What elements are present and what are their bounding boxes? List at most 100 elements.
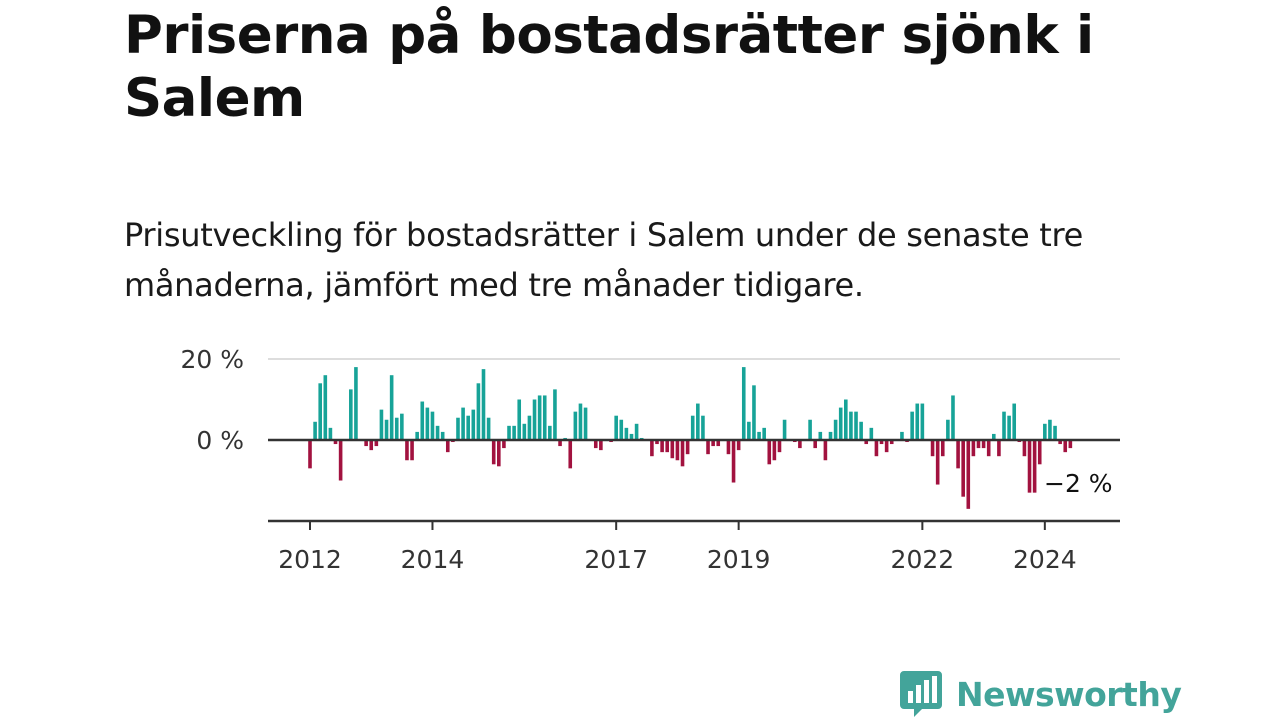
bar bbox=[328, 427, 333, 440]
bar bbox=[874, 440, 879, 457]
chart-title: Priserna på bostadsrätter sjönk i Salem bbox=[124, 5, 1094, 129]
bar bbox=[920, 403, 925, 440]
bar bbox=[318, 383, 323, 440]
bar bbox=[864, 440, 869, 445]
bar bbox=[833, 419, 838, 440]
bar bbox=[568, 440, 573, 469]
bar bbox=[930, 440, 935, 457]
newsworthy-logo-icon bbox=[900, 671, 942, 717]
bar bbox=[537, 395, 542, 440]
bar bbox=[1053, 425, 1057, 440]
bar bbox=[767, 440, 772, 465]
bar bbox=[680, 440, 685, 467]
bar bbox=[389, 375, 394, 440]
bar bbox=[624, 427, 629, 440]
bar bbox=[1007, 415, 1011, 440]
bar bbox=[910, 411, 914, 440]
bar bbox=[976, 440, 981, 449]
bar bbox=[354, 367, 358, 440]
bar bbox=[757, 431, 761, 440]
bar bbox=[578, 403, 583, 440]
bar bbox=[1032, 440, 1037, 493]
bar bbox=[308, 440, 312, 469]
bar bbox=[1058, 440, 1062, 445]
bar bbox=[854, 411, 858, 440]
bar bbox=[456, 417, 460, 440]
bar bbox=[1027, 440, 1032, 493]
bar bbox=[481, 369, 486, 441]
bar bbox=[497, 440, 501, 467]
bar bbox=[553, 389, 557, 441]
bar bbox=[430, 411, 435, 440]
bar bbox=[838, 407, 843, 440]
bar bbox=[1022, 440, 1027, 457]
bar bbox=[997, 440, 1001, 457]
bar bbox=[532, 399, 537, 440]
bar bbox=[313, 421, 317, 440]
bar bbox=[349, 389, 353, 441]
x-tick-label: 2019 bbox=[707, 545, 771, 574]
bar bbox=[849, 411, 853, 440]
bar bbox=[1063, 440, 1068, 453]
bar bbox=[517, 399, 522, 440]
bar bbox=[915, 403, 920, 440]
bar bbox=[685, 440, 690, 455]
bar bbox=[379, 409, 384, 441]
bar bbox=[333, 440, 338, 445]
bar bbox=[415, 431, 419, 440]
bar bbox=[369, 440, 374, 451]
bar bbox=[471, 409, 476, 441]
bar bbox=[986, 440, 991, 457]
bar bbox=[772, 440, 777, 461]
bar bbox=[961, 440, 965, 497]
bar-chart: 0 % 20 % 2012 2014 2017 2019 2022 2024 −2 % bbox=[180, 345, 1120, 574]
bar bbox=[599, 440, 603, 451]
bar bbox=[731, 440, 736, 483]
bar bbox=[593, 440, 598, 449]
bar bbox=[542, 395, 547, 440]
bar bbox=[1002, 411, 1006, 440]
bar bbox=[384, 419, 389, 440]
bar bbox=[966, 440, 971, 509]
bar bbox=[1048, 419, 1052, 440]
bar bbox=[507, 425, 511, 440]
bar bbox=[410, 440, 414, 461]
bar bbox=[992, 433, 996, 440]
x-tick-label: 2024 bbox=[1013, 545, 1077, 574]
bar bbox=[548, 425, 552, 440]
bar bbox=[690, 415, 695, 440]
bar bbox=[813, 440, 817, 449]
x-tick-label: 2022 bbox=[891, 545, 955, 574]
bar bbox=[491, 440, 496, 465]
bar bbox=[782, 419, 787, 440]
bar bbox=[461, 407, 465, 440]
bar bbox=[629, 433, 634, 440]
bar bbox=[726, 440, 731, 455]
bar bbox=[777, 440, 782, 453]
bar bbox=[619, 419, 624, 440]
bar bbox=[440, 431, 445, 440]
bar bbox=[706, 440, 710, 455]
bar bbox=[522, 423, 527, 440]
bar bbox=[420, 401, 425, 441]
bar bbox=[323, 375, 328, 440]
bar bbox=[435, 425, 440, 440]
bar bbox=[558, 440, 562, 447]
bar-layer bbox=[308, 367, 1073, 509]
bar bbox=[752, 385, 756, 440]
bar bbox=[1012, 403, 1017, 440]
bar bbox=[828, 431, 833, 440]
bar bbox=[338, 440, 343, 481]
bar bbox=[1068, 440, 1073, 449]
bar bbox=[859, 421, 863, 440]
y-tick-label: 0 % bbox=[196, 426, 244, 455]
bar bbox=[956, 440, 960, 469]
bar bbox=[971, 440, 976, 457]
bar bbox=[823, 440, 828, 461]
bar bbox=[650, 440, 654, 457]
bar bbox=[394, 417, 399, 440]
bar bbox=[741, 367, 746, 440]
bar bbox=[634, 423, 639, 440]
x-tick-label: 2014 bbox=[401, 545, 465, 574]
bar bbox=[655, 440, 659, 445]
